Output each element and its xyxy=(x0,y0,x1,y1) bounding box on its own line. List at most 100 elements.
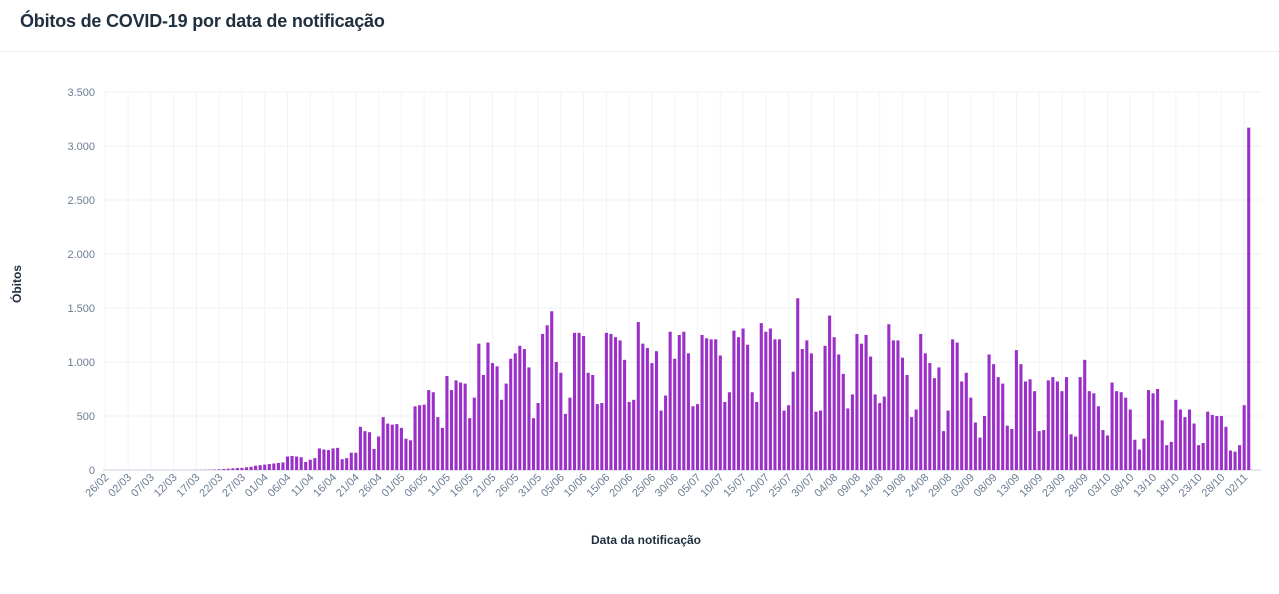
bar[interactable] xyxy=(654,351,659,470)
bar[interactable] xyxy=(254,465,258,470)
bar[interactable] xyxy=(800,349,804,470)
bar[interactable] xyxy=(982,416,987,470)
bar[interactable] xyxy=(973,422,977,470)
bar[interactable] xyxy=(668,331,672,470)
bar[interactable] xyxy=(326,450,331,470)
bar[interactable] xyxy=(1133,439,1137,470)
bar[interactable] xyxy=(554,362,558,470)
bar[interactable] xyxy=(796,298,800,470)
bar[interactable] xyxy=(764,331,768,470)
bar[interactable] xyxy=(846,408,850,470)
bar[interactable] xyxy=(422,404,426,470)
bar[interactable] xyxy=(235,468,239,470)
bar[interactable] xyxy=(541,333,545,470)
bar[interactable] xyxy=(527,367,531,470)
bar[interactable] xyxy=(932,378,936,470)
bar[interactable] xyxy=(691,406,695,470)
bar[interactable] xyxy=(522,349,526,470)
bar[interactable] xyxy=(705,338,709,470)
bar[interactable] xyxy=(591,374,595,470)
bar[interactable] xyxy=(372,448,376,470)
bar[interactable] xyxy=(1228,450,1233,470)
bar[interactable] xyxy=(345,458,349,470)
bar[interactable] xyxy=(1074,436,1078,470)
bar[interactable] xyxy=(832,337,836,470)
bar[interactable] xyxy=(659,410,663,470)
bar[interactable] xyxy=(459,382,463,470)
bar[interactable] xyxy=(613,337,618,470)
bar[interactable] xyxy=(367,432,372,470)
bar[interactable] xyxy=(249,466,253,470)
bar[interactable] xyxy=(855,333,859,470)
bar[interactable] xyxy=(1156,389,1160,470)
bar[interactable] xyxy=(1087,391,1091,470)
bar[interactable] xyxy=(645,347,649,470)
bar[interactable] xyxy=(1206,411,1210,470)
bar[interactable] xyxy=(463,383,467,470)
bar[interactable] xyxy=(272,463,276,470)
bar[interactable] xyxy=(1001,383,1005,470)
bar[interactable] xyxy=(1238,445,1242,470)
bar[interactable] xyxy=(231,468,235,470)
bar[interactable] xyxy=(244,467,249,470)
bar[interactable] xyxy=(513,353,517,470)
bar[interactable] xyxy=(709,339,713,470)
bar[interactable] xyxy=(586,372,590,470)
bar[interactable] xyxy=(531,418,536,470)
bar[interactable] xyxy=(859,343,864,470)
bar[interactable] xyxy=(782,410,786,470)
bar[interactable] xyxy=(809,353,813,470)
bar[interactable] xyxy=(222,469,226,470)
bar[interactable] xyxy=(440,427,444,470)
bar[interactable] xyxy=(331,448,335,470)
bar[interactable] xyxy=(518,345,522,470)
bar[interactable] xyxy=(336,447,340,470)
bar[interactable] xyxy=(550,311,554,470)
bar[interactable] xyxy=(1051,377,1055,470)
bar[interactable] xyxy=(700,335,704,470)
bar[interactable] xyxy=(937,367,941,470)
bar[interactable] xyxy=(641,343,645,470)
bar[interactable] xyxy=(1201,443,1205,470)
bar[interactable] xyxy=(759,323,763,470)
bar[interactable] xyxy=(495,366,499,470)
bar[interactable] xyxy=(732,330,736,470)
bar[interactable] xyxy=(349,452,353,470)
bar[interactable] xyxy=(978,437,982,470)
bar[interactable] xyxy=(723,401,727,470)
bar[interactable] xyxy=(773,339,777,470)
bar[interactable] xyxy=(395,424,399,470)
bar[interactable] xyxy=(1142,438,1146,470)
bar[interactable] xyxy=(1105,435,1110,470)
bar[interactable] xyxy=(1110,382,1114,470)
bar[interactable] xyxy=(736,337,741,470)
bar[interactable] xyxy=(377,436,381,470)
bar[interactable] xyxy=(563,413,567,470)
bar[interactable] xyxy=(413,406,417,470)
bar[interactable] xyxy=(777,339,782,470)
bar[interactable] xyxy=(650,363,654,470)
bar[interactable] xyxy=(850,394,854,470)
bar[interactable] xyxy=(623,359,627,470)
bar[interactable] xyxy=(1215,416,1219,470)
bar[interactable] xyxy=(636,322,640,470)
bar[interactable] xyxy=(322,449,326,470)
bar[interactable] xyxy=(1183,417,1187,470)
bar[interactable] xyxy=(718,355,722,470)
bar[interactable] xyxy=(427,390,431,470)
bar[interactable] xyxy=(1137,449,1141,470)
bar[interactable] xyxy=(217,469,221,470)
bar[interactable] xyxy=(864,335,868,470)
bar[interactable] xyxy=(891,340,895,470)
bar[interactable] xyxy=(627,401,631,470)
bar[interactable] xyxy=(951,339,955,470)
bar[interactable] xyxy=(1078,377,1082,470)
bar[interactable] xyxy=(304,461,308,470)
bar[interactable] xyxy=(490,363,495,470)
bar[interactable] xyxy=(755,401,759,470)
bar[interactable] xyxy=(664,395,668,470)
bar[interactable] xyxy=(960,381,964,470)
bar[interactable] xyxy=(887,324,891,470)
bar[interactable] xyxy=(878,403,882,470)
bar[interactable] xyxy=(750,392,754,470)
